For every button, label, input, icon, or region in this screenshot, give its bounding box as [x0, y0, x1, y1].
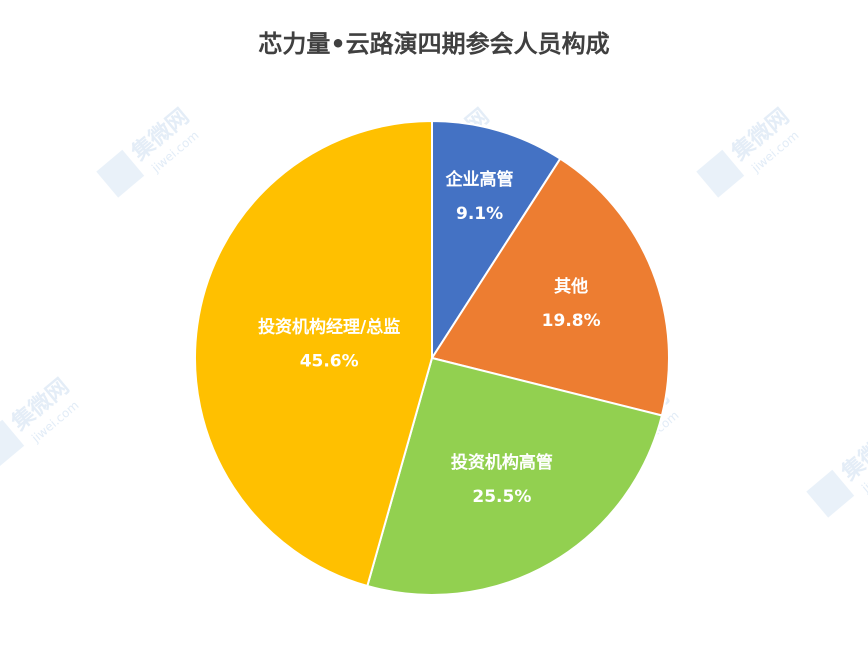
chart-title: 芯力量•云路演四期参会人员构成 — [258, 30, 609, 58]
watermark-logo — [96, 149, 145, 198]
watermark-logo — [696, 149, 745, 198]
pie-slice — [366, 356, 664, 596]
pie-slice — [431, 119, 562, 362]
slice-label: 企业高管 — [445, 169, 514, 190]
slice-value: 9.1% — [456, 204, 503, 224]
slice-label: 投资机构高管 — [451, 452, 553, 473]
watermark-logo — [0, 419, 25, 468]
slice-value: 25.5% — [472, 487, 531, 507]
watermark-logo — [806, 469, 855, 518]
pie-slice — [430, 157, 670, 417]
watermark-text: 集微网 — [836, 423, 868, 486]
slice-label: 投资机构经理/总监 — [258, 317, 400, 338]
slice-label: 其他 — [554, 276, 588, 297]
slice-value: 45.6% — [300, 352, 359, 372]
slice-value: 19.8% — [542, 311, 601, 331]
pie-slice — [193, 119, 433, 588]
